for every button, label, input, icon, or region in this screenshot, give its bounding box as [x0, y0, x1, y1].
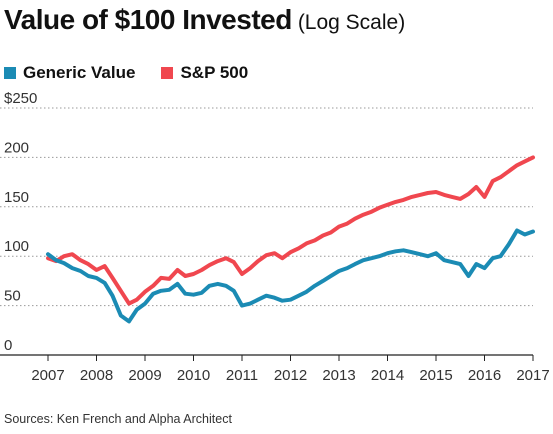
chart-title: Value of $100 Invested (Log Scale)	[4, 4, 405, 36]
legend-swatch-sp500	[161, 67, 174, 79]
legend-swatch-generic-value	[4, 67, 16, 79]
x-tick-label-2008: 2008	[80, 367, 113, 384]
legend-label-sp500: S&P 500	[180, 63, 249, 82]
legend-label-generic-value: Generic Value	[23, 63, 136, 82]
x-tick-label-2013: 2013	[322, 367, 355, 384]
x-tick-label-2010: 2010	[177, 367, 210, 384]
y-tick-label-150: 150	[4, 189, 29, 206]
y-tick-label-0: 0	[4, 337, 12, 354]
y-tick-label-100: 100	[4, 238, 29, 255]
chart-source-note: Sources: Ken French and Alpha Architect	[4, 412, 232, 426]
legend-item-generic-value: Generic Value	[4, 63, 135, 83]
x-tick-label-2016: 2016	[468, 367, 501, 384]
y-tick-label-200: 200	[4, 139, 29, 156]
chart-legend: Generic Value S&P 500	[4, 63, 274, 83]
series-line-s-p-500	[46, 155, 535, 306]
x-tick-label-2015: 2015	[419, 367, 452, 384]
x-tick-label-2012: 2012	[274, 367, 307, 384]
y-tick-label-250: $250	[4, 90, 37, 107]
chart-title-subtitle: (Log Scale)	[297, 11, 406, 34]
y-tick-label-50: 50	[4, 288, 21, 305]
x-tick-label-2014: 2014	[371, 367, 404, 384]
x-tick-label-2009: 2009	[128, 367, 161, 384]
series-line-generic-value	[46, 228, 535, 324]
legend-item-sp500: S&P 500	[161, 63, 248, 83]
x-tick-label-2011: 2011	[226, 367, 258, 384]
chart-title-main: Value of $100 Invested	[4, 4, 292, 35]
x-tick-label-2017: 2017	[516, 367, 549, 384]
x-tick-label-2007: 2007	[31, 367, 64, 384]
